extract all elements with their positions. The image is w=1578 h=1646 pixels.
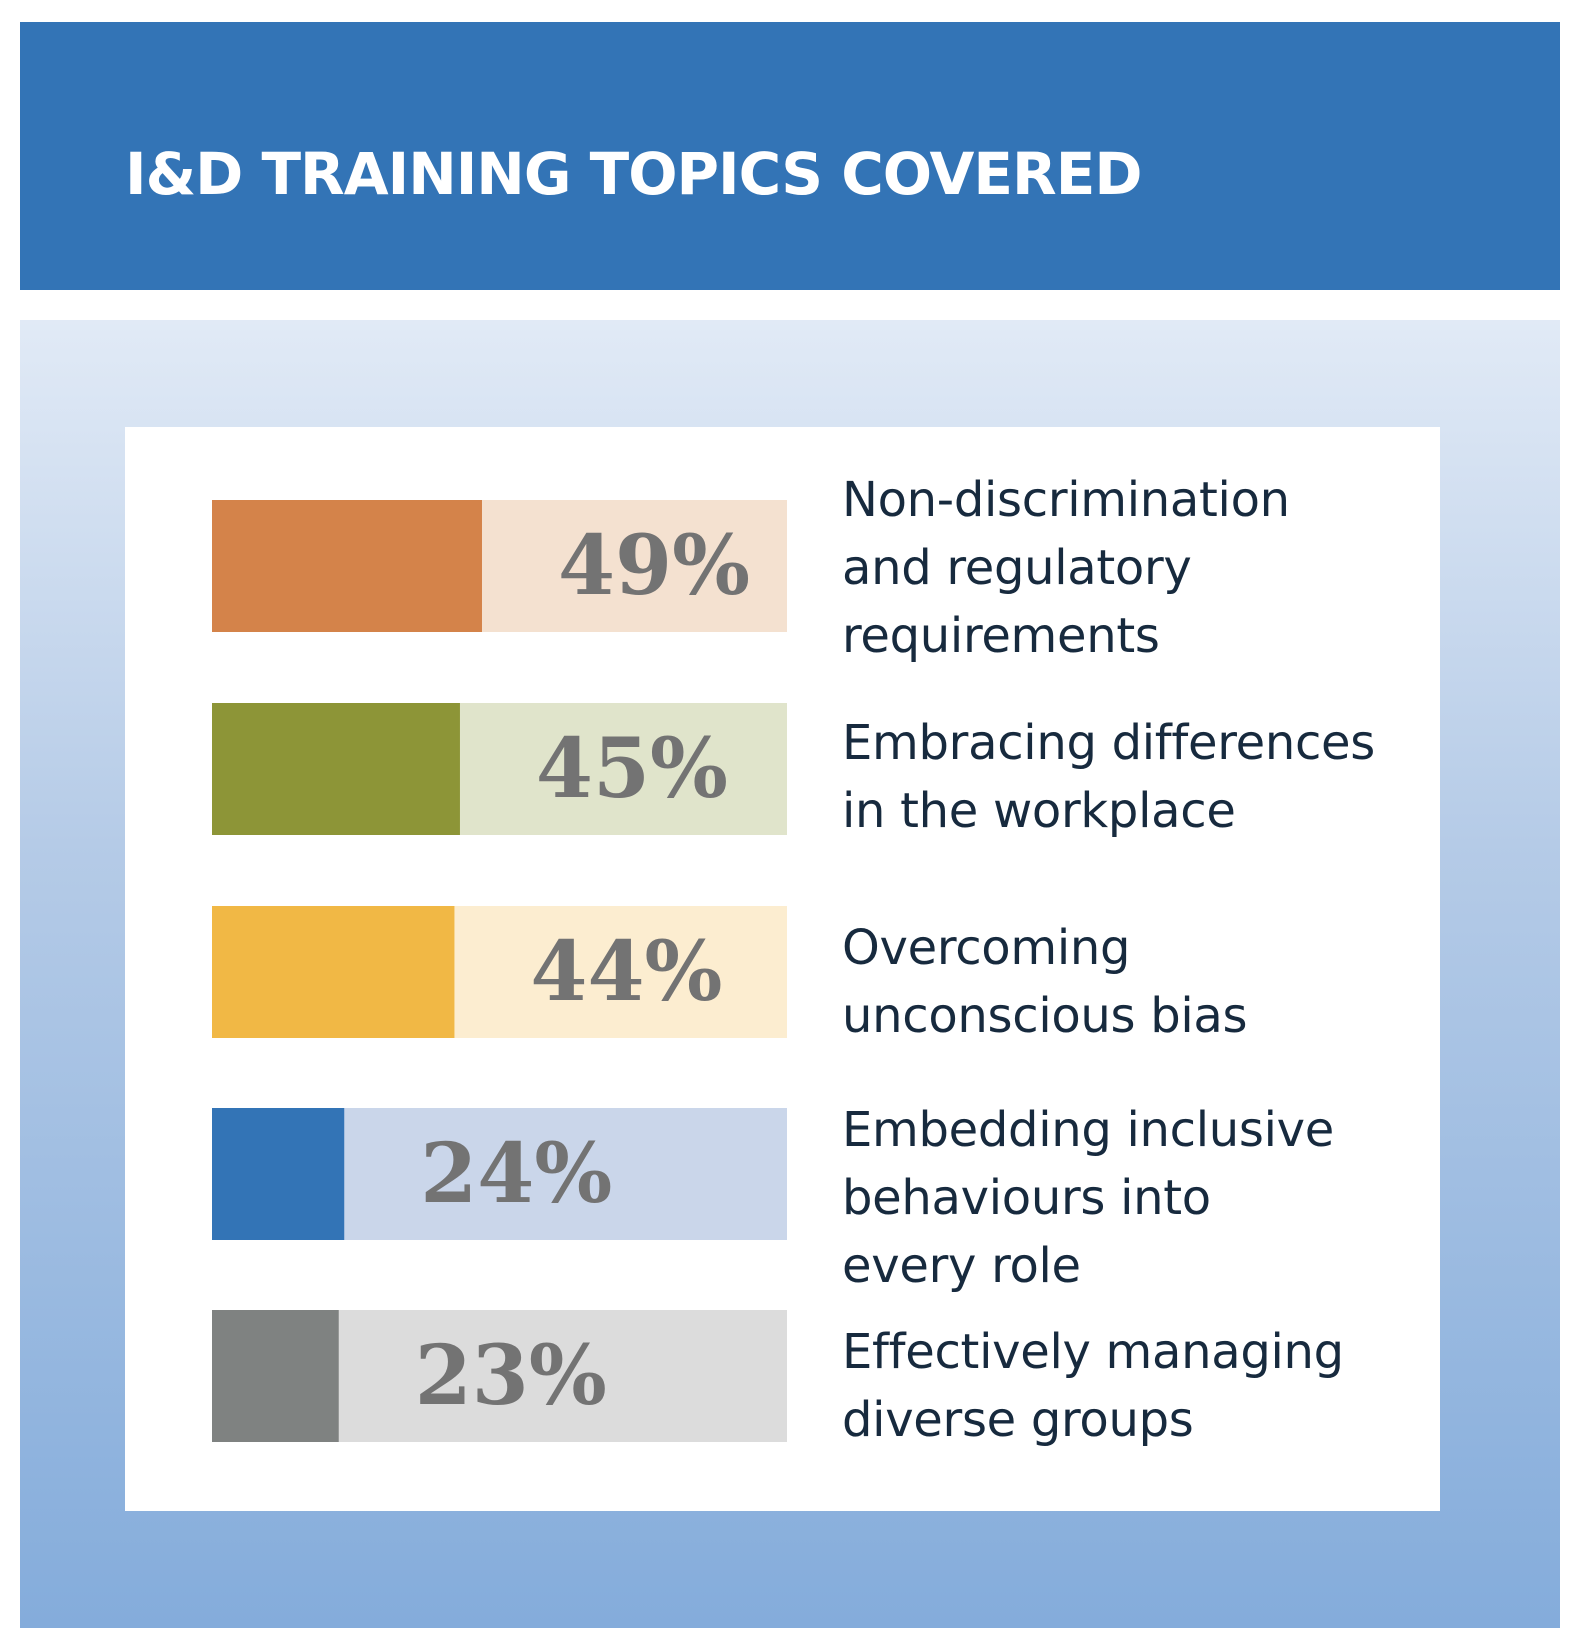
category-label-managing-diverse-groups: Effectively managing diverse groups: [842, 1324, 1344, 1448]
category-label-embracing-differences: Embracing differences in the workplace: [842, 715, 1375, 839]
bar-managing-diverse-groups: [212, 1310, 339, 1442]
value-label-managing-diverse-groups: 23%: [415, 1328, 607, 1424]
category-label-inclusive-behaviours: Embedding inclusive behaviours into ever…: [842, 1102, 1334, 1294]
chart-title: I&D TRAINING TOPICS COVERED: [125, 140, 1142, 208]
bar-unconscious-bias: [212, 906, 455, 1038]
bar-embracing-differences: [212, 703, 460, 835]
category-label-non-discrimination: Non-discrimination and regulatory requir…: [842, 472, 1290, 664]
value-label-unconscious-bias: 44%: [530, 924, 722, 1020]
header-banner: I&D TRAINING TOPICS COVERED: [20, 22, 1560, 290]
value-label-non-discrimination: 49%: [558, 518, 750, 614]
value-label-embracing-differences: 45%: [536, 721, 728, 817]
bar-non-discrimination: [212, 500, 482, 632]
category-label-unconscious-bias: Overcoming unconscious bias: [842, 920, 1248, 1044]
bar-inclusive-behaviours: [212, 1108, 345, 1240]
value-label-inclusive-behaviours: 24%: [420, 1126, 612, 1222]
